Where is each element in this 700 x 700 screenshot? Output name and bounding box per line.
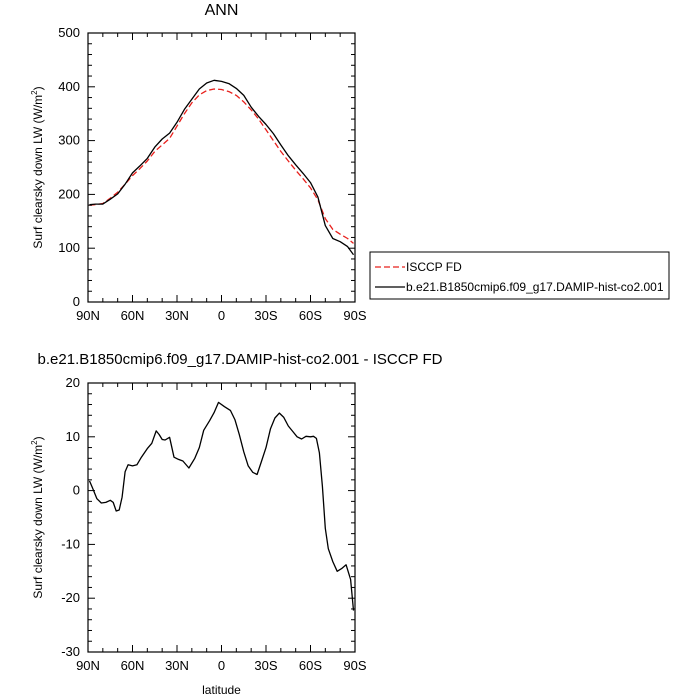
x-tick-label: 0 xyxy=(218,308,225,323)
y-tick-label: 0 xyxy=(73,483,80,498)
legend: ISCCP FD b.e21.B1850cmip6.f09_g17.DAMIP-h… xyxy=(369,251,670,300)
x-tick-label: 0 xyxy=(218,658,225,673)
series-line-0 xyxy=(89,88,354,244)
chart-title: b.e21.B1850cmip6.f09_g17.DAMIP-hist-co2.… xyxy=(38,351,443,368)
y-tick-label: 400 xyxy=(58,79,80,94)
y-tick-label: -30 xyxy=(61,644,80,659)
y-axis-label-text: Surf clearsky down LW (W/m xyxy=(31,95,45,249)
y-axis-label: Surf clearsky down LW (W/m2) xyxy=(30,436,45,598)
x-tick-label: 90S xyxy=(343,658,366,673)
y-axis-label-superscript: 2 xyxy=(30,90,39,95)
top-panel: ANN 90N 60N 30N 0 30S 60S 90S 0 100 200 300 400 500 Su… xyxy=(30,2,670,323)
y-tick-label: 100 xyxy=(58,240,80,255)
y-tick-label: 500 xyxy=(58,25,80,40)
y-tick-label: 300 xyxy=(58,133,80,148)
y-tick-label: 0 xyxy=(73,294,80,309)
x-tick-label: 90N xyxy=(76,658,100,673)
x-tick-label: 30N xyxy=(165,658,189,673)
plot-frame xyxy=(87,32,356,303)
x-tick-label: 30S xyxy=(254,308,277,323)
x-tick-label: 60S xyxy=(299,308,322,323)
x-tick-label: 60N xyxy=(121,658,145,673)
y-tick-label: -20 xyxy=(61,590,80,605)
series-line-0 xyxy=(88,401,355,611)
x-axis-label: latitude xyxy=(202,683,241,697)
y-axis-label: Surf clearsky down LW (W/m2) xyxy=(30,86,45,248)
y-axis-label-end: ) xyxy=(31,86,45,90)
x-tick-label: 90N xyxy=(76,308,100,323)
y-tick-label: 20 xyxy=(66,375,80,390)
y-tick-label: 10 xyxy=(66,429,80,444)
legend-label-1: b.e21.B1850cmip6.f09_g17.DAMIP-hist-co2.… xyxy=(406,280,664,294)
x-tick-label: 30N xyxy=(165,308,189,323)
y-axis-label-end: ) xyxy=(31,436,45,440)
legend-label-0: ISCCP FD xyxy=(406,260,462,274)
x-tick-label: 30S xyxy=(254,658,277,673)
series-line-1 xyxy=(89,79,355,256)
y-tick-label: 200 xyxy=(58,186,80,201)
plot-frame xyxy=(87,382,356,653)
x-tick-label: 60N xyxy=(121,308,145,323)
y-axis-label-text: Surf clearsky down LW (W/m xyxy=(31,445,45,599)
chart-title: ANN xyxy=(205,2,239,19)
y-tick-label: -10 xyxy=(61,536,80,551)
legend-box xyxy=(369,251,670,300)
bottom-panel: b.e21.B1850cmip6.f09_g17.DAMIP-hist-co2.… xyxy=(30,351,443,697)
y-axis-label-superscript: 2 xyxy=(30,440,39,445)
x-tick-label: 60S xyxy=(299,658,322,673)
x-tick-label: 90S xyxy=(343,308,366,323)
